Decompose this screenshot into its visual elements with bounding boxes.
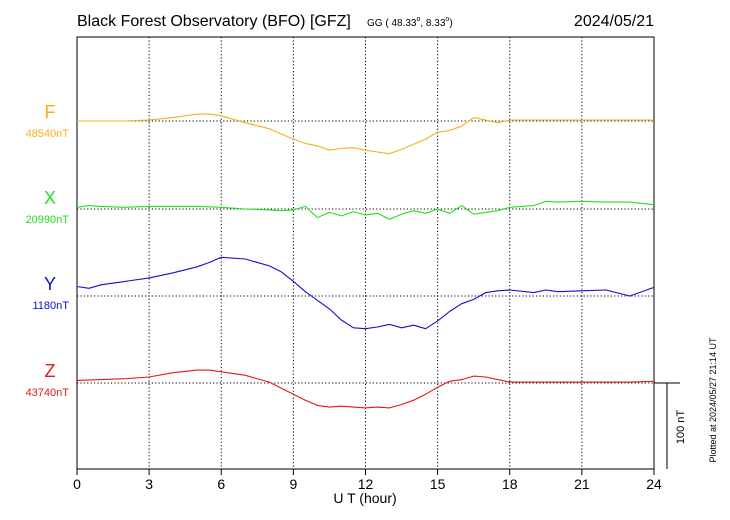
series-line-z — [76, 369, 655, 409]
scale-bar-label: 100 nT — [675, 410, 687, 445]
series-baseline-f: 48540nT — [26, 128, 70, 140]
x-tick-label: 21 — [574, 476, 590, 492]
x-tick-label: 15 — [430, 476, 446, 492]
series-name-f: F — [45, 102, 56, 122]
x-tick-label: 6 — [217, 476, 225, 492]
series-labels: F 48540nT X 20990nT Y 1180nT Z 43740nT — [26, 102, 70, 399]
plotted-at-note: Plotted at 2024/05/27 21:14 UT — [708, 337, 718, 463]
date-label: 2024/05/21 — [574, 13, 654, 30]
x-axis-label: U T (hour) — [333, 490, 396, 506]
x-tick-label: 9 — [289, 476, 297, 492]
coordinates-label: GG ( 48.33o, 8.33o) — [367, 16, 453, 29]
series-line-x — [76, 200, 655, 220]
grid — [77, 37, 654, 469]
series-name-x: X — [44, 188, 56, 208]
x-tick-label: 24 — [646, 476, 662, 492]
chart-title: Black Forest Observatory (BFO) [GFZ] — [77, 13, 351, 30]
series-name-y: Y — [44, 274, 56, 294]
series-name-z: Z — [45, 361, 56, 381]
x-tick-label: 18 — [502, 476, 518, 492]
x-tick-label: 3 — [145, 476, 153, 492]
series-group — [76, 113, 655, 409]
series-baseline-y: 1180nT — [33, 300, 70, 312]
x-tick-label: 12 — [358, 476, 374, 492]
series-baseline-x: 20990nT — [26, 214, 70, 226]
series-line-f — [77, 113, 654, 155]
series-line-y — [76, 256, 655, 330]
scale-bar: 100 nT — [654, 382, 687, 469]
series-baseline-z: 43740nT — [26, 387, 70, 399]
x-tick-label: 0 — [73, 476, 81, 492]
x-axis: 0 3 6 9 12 15 18 21 24 — [73, 469, 662, 492]
